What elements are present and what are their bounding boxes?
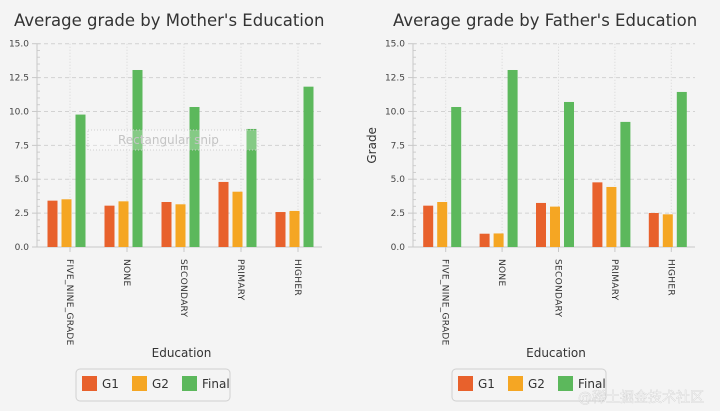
x-axis-title: Education [152, 346, 212, 360]
bar-g1-five-nine-grade [423, 205, 434, 247]
legend: G1 G2 Final [451, 368, 607, 402]
y-tick-label: 12.5 [9, 74, 29, 84]
y-tick-label: 2.5 [391, 209, 405, 219]
x-category-label: HIGHER [292, 259, 302, 296]
bar-g2-higher [289, 210, 300, 247]
snip-overlay-box [87, 129, 259, 151]
x-category-label: FIVE_NINE_GRADE [440, 259, 450, 346]
y-tick-label: 10.0 [9, 107, 29, 117]
x-category-label: FIVE_NINE_GRADE [64, 259, 74, 346]
bar-g1-secondary [536, 202, 546, 247]
bar-g2-primary [232, 191, 243, 247]
father-education-chart: Average grade by Father's Education 0.0 2.… [365, 11, 697, 402]
bar-g1-none [104, 205, 115, 247]
bar-final-none [507, 69, 518, 247]
bar-g2-five-nine-grade [61, 199, 72, 247]
bar-g2-higher [662, 214, 673, 247]
legend-label-g2: G2 [152, 377, 169, 391]
x-category-label: SECONDARY [178, 259, 188, 318]
y-tick-label: 5.0 [15, 175, 30, 185]
bar-g2-primary [606, 186, 617, 247]
bar-g2-secondary [175, 204, 186, 247]
x-category-label: PRIMARY [235, 259, 245, 301]
legend: G1 G2 Final [75, 368, 231, 402]
legend-box [451, 368, 607, 402]
legend-label-g1: G1 [102, 377, 119, 391]
chart-title: Average grade by Mother's Education [14, 11, 324, 30]
bar-g1-secondary [161, 202, 172, 247]
y-tick-label: 0.0 [391, 243, 406, 253]
chart-title: Average grade by Father's Education [393, 11, 697, 30]
legend-label-final: Final [578, 377, 606, 391]
legend-swatch-g2 [508, 376, 523, 391]
legend-label-final: Final [202, 377, 230, 391]
bar-final-five-nine-grade [75, 114, 86, 248]
legend-swatch-g1 [82, 376, 97, 391]
x-category-label: NONE [496, 259, 506, 286]
mother-education-chart: Average grade by Mother's Education 0.0 2.… [9, 11, 324, 402]
legend-label-g2: G2 [528, 377, 545, 391]
y-tick-label: 2.5 [15, 209, 29, 219]
bar-g2-five-nine-grade [437, 202, 448, 247]
bar-final-primary [620, 121, 631, 247]
bar-final-five-nine-grade [451, 106, 462, 247]
bar-g1-five-nine-grade [47, 200, 58, 247]
watermark: @稀土掘金技术社区 [578, 390, 704, 406]
y-tick-label: 12.5 [385, 74, 405, 84]
bar-g1-primary [218, 181, 229, 247]
legend-label-g1: G1 [478, 377, 495, 391]
y-tick-label: 0.0 [15, 243, 30, 253]
x-axis-title: Education [526, 346, 586, 360]
rectangular-snip-overlay: Rectangular snip [87, 129, 259, 151]
y-tick-label: 15.0 [9, 40, 29, 50]
y-tick-label: 5.0 [391, 175, 406, 185]
legend-swatch-final [558, 376, 573, 391]
legend-swatch-final [182, 376, 197, 391]
y-axis-title: Grade [365, 127, 379, 164]
bar-g1-higher [648, 212, 659, 247]
bar-g1-higher [275, 212, 286, 247]
bar-g1-none [479, 233, 490, 247]
snip-overlay-label: Rectangular snip [118, 133, 219, 147]
legend-swatch-g1 [458, 376, 473, 391]
bar-final-secondary [189, 106, 200, 247]
y-tick-label: 10.0 [385, 107, 405, 117]
y-tick-label: 7.5 [391, 141, 405, 151]
x-category-label: PRIMARY [609, 259, 619, 301]
x-category-label: SECONDARY [553, 259, 563, 318]
bar-final-none [132, 69, 143, 247]
x-category-label: NONE [121, 259, 131, 286]
bar-final-secondary [564, 101, 574, 247]
bar-final-higher [303, 86, 314, 248]
bar-final-higher [676, 91, 687, 248]
y-tick-label: 7.5 [15, 141, 29, 151]
x-category-label: HIGHER [665, 259, 675, 296]
bar-final-primary [246, 128, 257, 247]
bar-g2-none [118, 201, 129, 247]
bar-g2-none [493, 233, 504, 247]
legend-box [75, 368, 231, 402]
legend-swatch-g2 [132, 376, 147, 391]
bar-g1-primary [592, 182, 603, 247]
y-tick-label: 15.0 [385, 40, 405, 50]
bar-g2-secondary [550, 206, 560, 247]
